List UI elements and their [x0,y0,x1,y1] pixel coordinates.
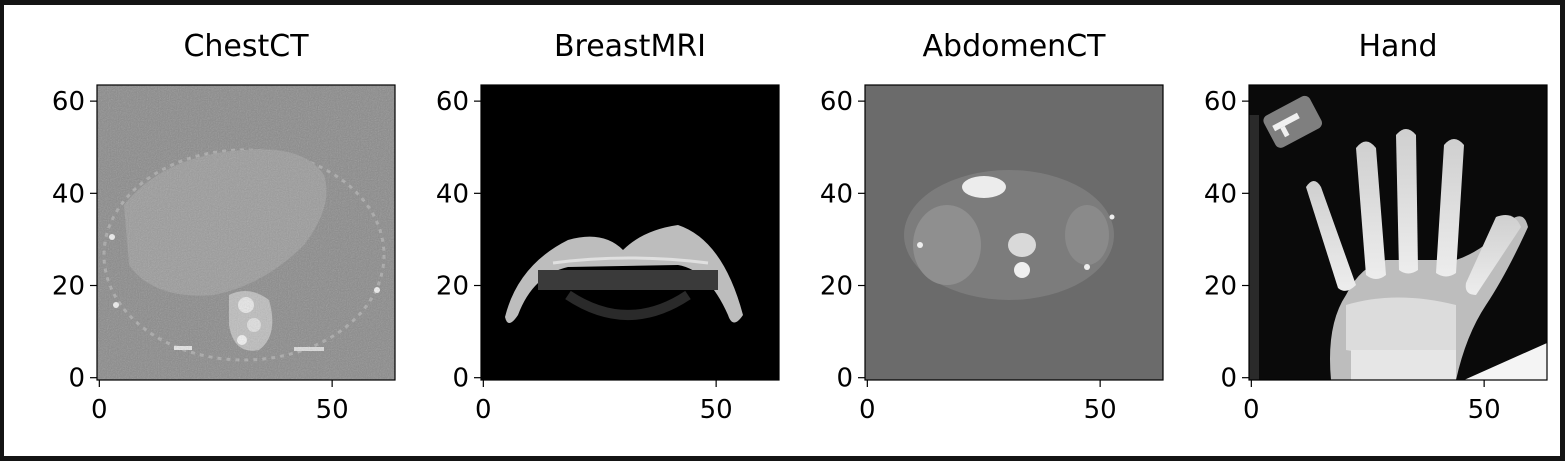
tick-group: 0 50 0 20 40 60 [52,87,349,425]
figure-canvas: ChestCT [4,5,1560,456]
tick-group: 0 50 0 20 40 60 [436,87,733,425]
ct-chest-image [97,85,395,380]
panel-title: ChestCT [183,29,309,64]
tick-group: 0 50 0 20 40 60 [820,87,1117,425]
y-tick-label: 40 [1204,179,1237,209]
y-tick-label: 20 [436,272,469,302]
y-tick-label: 20 [52,272,85,302]
y-tick-label: 60 [820,87,853,117]
panel-title: AbdomenCT [922,29,1106,64]
panel-abdomenct: AbdomenCT 0 50 0 20 40 60 [772,5,1164,456]
y-tick-label: 0 [1220,364,1237,394]
x-tick-label: 50 [1468,395,1501,425]
x-tick-label: 50 [700,395,733,425]
y-tick-label: 0 [452,364,469,394]
y-tick-label: 0 [836,364,853,394]
x-tick-label: 50 [1084,395,1117,425]
y-tick-label: 0 [68,364,85,394]
image-axes: 0 50 0 20 40 60 [52,84,396,425]
panel-chestct: ChestCT [4,5,396,456]
image-axes: 0 50 0 20 40 60 [820,84,1164,425]
x-tick-label: 0 [859,395,876,425]
y-tick-label: 60 [1204,87,1237,117]
image-axes: 0 50 0 20 40 60 [1204,84,1548,425]
y-tick-label: 60 [436,87,469,117]
panel-breastmri: BreastMRI 0 50 0 20 40 60 [388,5,780,456]
x-tick-label: 0 [475,395,492,425]
y-tick-label: 40 [820,179,853,209]
y-tick-label: 40 [436,179,469,209]
x-tick-label: 50 [316,395,349,425]
y-tick-label: 20 [820,272,853,302]
mri-breast-image [481,85,779,380]
image-axes: 0 50 0 20 40 60 [436,84,780,425]
panel-title: BreastMRI [553,29,707,64]
x-tick-label: 0 [1243,395,1260,425]
ct-abdomen-image [865,85,1163,380]
panel-title: Hand [1358,29,1438,64]
panel-hand: Hand [1156,5,1548,456]
x-tick-label: 0 [91,395,108,425]
y-tick-label: 60 [52,87,85,117]
xray-hand-image [1249,85,1547,380]
y-tick-label: 40 [52,179,85,209]
tick-group: 0 50 0 20 40 60 [1204,87,1501,425]
y-tick-label: 20 [1204,272,1237,302]
